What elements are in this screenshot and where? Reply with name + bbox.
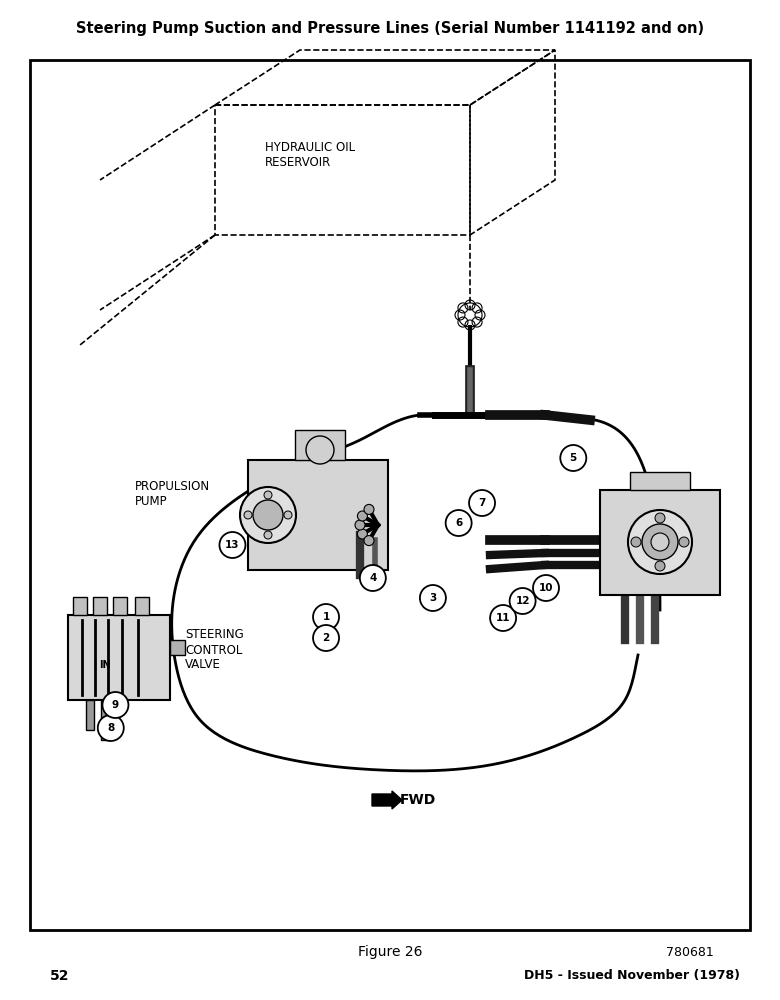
Circle shape [490,605,516,631]
Circle shape [642,524,678,560]
Circle shape [102,692,129,718]
Circle shape [313,604,339,630]
Circle shape [509,588,536,614]
Text: 11: 11 [496,613,510,623]
Text: 9: 9 [112,700,119,710]
Circle shape [631,537,641,547]
Bar [68,615,170,700]
Text: 780681: 780681 [666,946,714,958]
Circle shape [253,500,283,530]
Text: STEERING
CONTROL
VALVE: STEERING CONTROL VALVE [185,629,243,672]
Bar [101,700,109,740]
Bar [113,597,127,615]
Circle shape [219,532,246,558]
Circle shape [357,529,367,539]
Text: 4: 4 [369,573,377,583]
Text: 52: 52 [50,969,69,983]
Bar [630,472,690,490]
Bar [93,597,107,615]
Text: IN: IN [99,660,111,670]
Circle shape [360,565,386,591]
Text: 12: 12 [516,596,530,606]
Bar [600,490,720,595]
Circle shape [355,520,365,530]
Text: HYDRAULIC OIL
RESERVOIR: HYDRAULIC OIL RESERVOIR [265,141,355,169]
Bar [248,460,388,570]
Circle shape [651,533,669,551]
Circle shape [244,511,252,519]
Bar [295,430,345,460]
Text: DH5 - Issued November (1978): DH5 - Issued November (1978) [524,970,740,982]
Text: 2: 2 [322,633,330,643]
Circle shape [560,445,587,471]
Circle shape [364,536,374,546]
Circle shape [313,625,339,651]
Text: 13: 13 [225,540,239,550]
Text: 6: 6 [455,518,463,528]
Bar [30,60,750,930]
Circle shape [628,510,692,574]
Bar [135,597,149,615]
Text: Steering Pump Suction and Pressure Lines (Serial Number 1141192 and on): Steering Pump Suction and Pressure Lines… [76,20,704,35]
Text: PROPULSION
PUMP: PROPULSION PUMP [135,480,210,508]
Text: FWD: FWD [400,793,436,807]
Circle shape [264,531,272,539]
Text: 7: 7 [478,498,486,508]
Circle shape [264,491,272,499]
Circle shape [469,490,495,516]
Circle shape [420,585,446,611]
Bar [170,640,185,655]
Text: 1: 1 [322,612,330,622]
Circle shape [240,487,296,543]
Text: 3: 3 [429,593,437,603]
Circle shape [679,537,689,547]
Circle shape [284,511,292,519]
Bar [73,597,87,615]
Bar [86,700,94,730]
Circle shape [364,504,374,514]
Circle shape [306,436,334,464]
Circle shape [98,715,124,741]
Circle shape [533,575,559,601]
Text: 5: 5 [569,453,577,463]
Circle shape [655,513,665,523]
Circle shape [357,511,367,521]
Text: 10: 10 [539,583,553,593]
Circle shape [445,510,472,536]
FancyArrow shape [372,791,402,809]
Circle shape [655,561,665,571]
Text: Figure 26: Figure 26 [358,945,422,959]
Text: 8: 8 [107,723,115,733]
